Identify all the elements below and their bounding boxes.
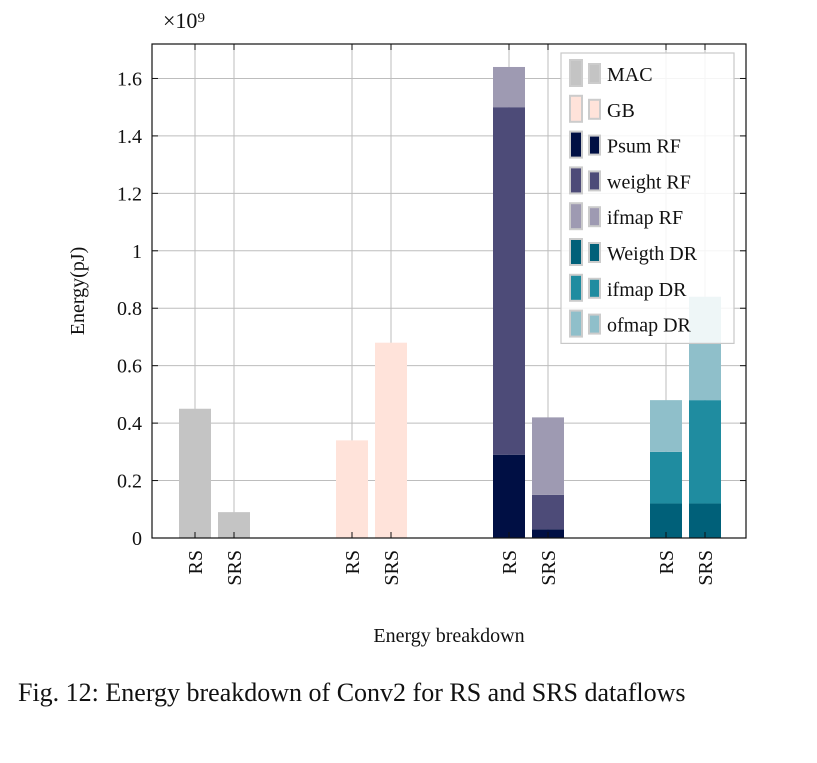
legend-swatch [569,309,583,338]
legend-label: ifmap DR [607,279,687,301]
bar-segment [336,440,368,538]
y-axis: 0 0.2 0.4 0.6 0.8 1 1.2 1.4 1.6 [117,68,746,550]
x-tick-label: SRS [538,550,560,586]
plot-frame [151,43,747,539]
y-tick-label: 0.8 [117,298,142,320]
bars [179,66,721,538]
y-tick-label: 1.2 [117,183,142,205]
legend-swatch [588,98,601,120]
legend-label: weight RF [607,171,691,193]
x-tick-label: RS [499,550,521,574]
bar-segment [532,417,564,495]
figure-caption: Fig. 12: Energy breakdown of Conv2 for R… [18,678,686,707]
legend-swatch [588,206,601,228]
legend-swatch [569,130,583,159]
legend-label: Psum RF [607,136,681,158]
legend-swatch [588,313,601,335]
y-axis-label: Energy(pJ) [67,247,89,336]
legend-label: ofmap DR [607,315,692,337]
y-tick-label: 1 [132,241,142,263]
x-axis-label: Energy breakdown [373,625,524,647]
energy-breakdown-chart: 00.20.40.60.811.21.41.6 RS SRS RS SRS RS SRS R… [67,8,747,647]
legend-swatch [588,63,601,84]
x-tick-label: RS [656,550,678,574]
x-tick-label: SRS [224,550,246,586]
x-tick-label: SRS [381,550,403,586]
y-tick-label: 1.4 [117,126,142,148]
bar-segment [493,454,525,538]
legend-swatch [588,134,601,156]
legend-swatch [569,238,583,266]
y-tick-label: 0 [132,528,142,550]
legend-swatch [588,170,601,192]
legend-label: MAC [607,64,653,86]
x-tick-label: RS [185,550,207,574]
legend-swatch [569,59,583,87]
bar-segment [493,107,525,455]
y-tick-label: 1.6 [117,68,142,90]
legend-swatch [569,94,583,123]
legend-swatch [569,273,583,302]
x-tick-label: SRS [695,550,717,586]
legend-label: Weigth DR [607,243,698,265]
bar-segment [532,494,564,530]
legend: MAC GB Psum RF weight RF ifmap RF Weigth DR if… [560,52,735,344]
bar-segment [689,400,721,504]
x-axis: RS SRS RS SRS RS SRS RS SRS [185,44,717,586]
legend-swatch [569,166,583,195]
scale-label: ×10⁹ [163,8,205,33]
bar-segment [650,400,682,452]
bar-segment [375,342,407,538]
legend-label: ifmap RF [607,207,683,229]
legend-swatch [588,277,601,299]
y-tick-label: 0.6 [117,356,142,378]
y-tick-label: 0.2 [117,471,142,493]
legend-swatch [588,242,601,263]
bar-segment [650,451,682,504]
bar-segment [179,408,211,538]
legend-label: GB [607,100,635,122]
y-tick-label: 0.4 [117,413,142,435]
x-tick-label: RS [342,550,364,574]
legend-swatch [569,202,583,231]
bar-segment [493,66,525,108]
